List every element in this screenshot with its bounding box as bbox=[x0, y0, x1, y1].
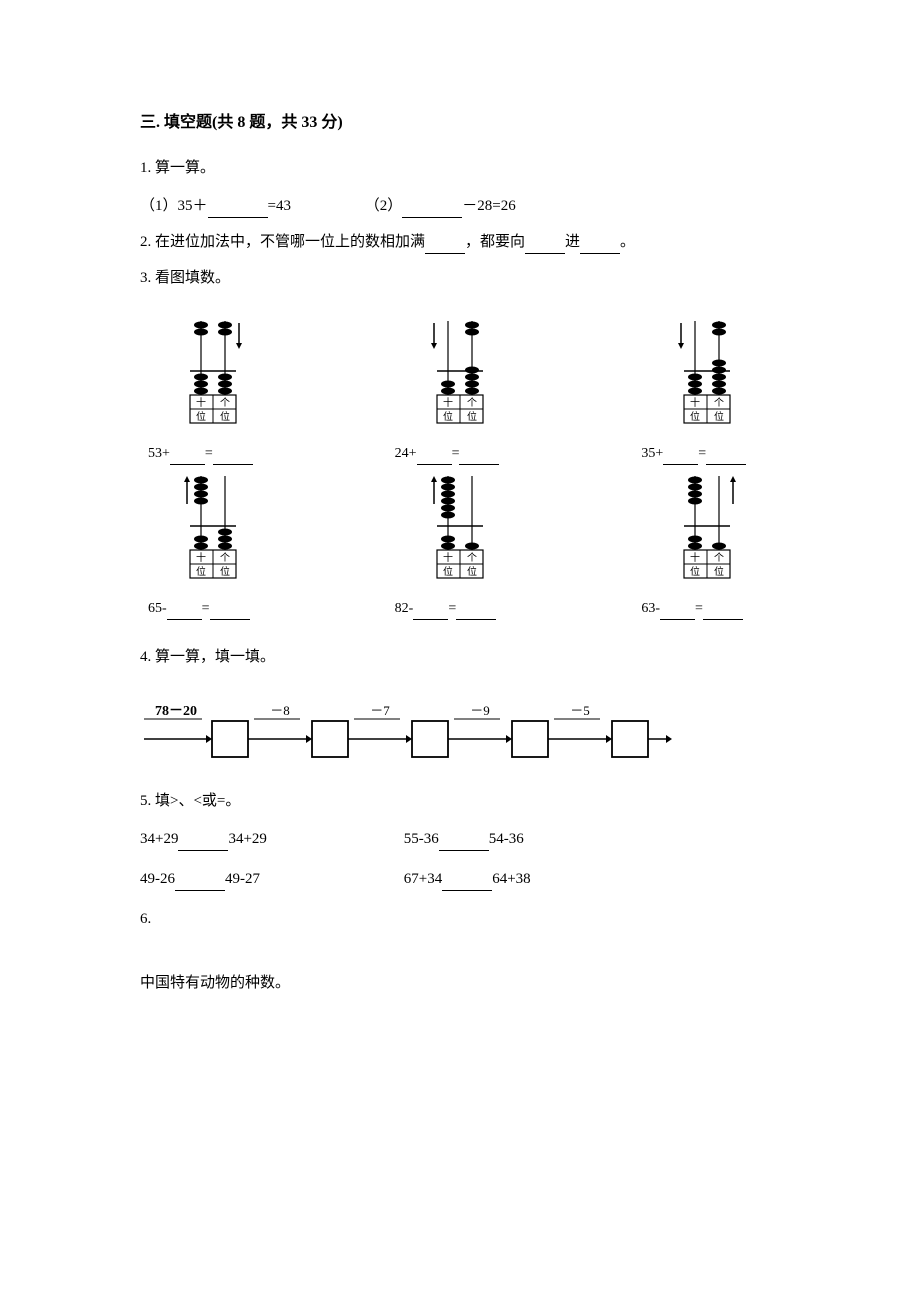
q5-r2b-right: 64+38 bbox=[492, 871, 530, 887]
blank bbox=[175, 876, 225, 891]
svg-text:－8: －8 bbox=[270, 703, 290, 718]
section-title: 三. 填空题(共 8 题，共 33 分) bbox=[140, 110, 780, 136]
svg-text:－9: －9 bbox=[470, 703, 490, 718]
abacus-item: 十个位位35+= bbox=[633, 315, 780, 465]
abacus-expr: 63-= bbox=[633, 598, 780, 620]
svg-text:个: 个 bbox=[714, 552, 724, 564]
blank bbox=[442, 876, 492, 891]
q1-sub1-prefix: （1）35＋ bbox=[140, 198, 208, 214]
q6-text: 中国特有动物的种数。 bbox=[140, 971, 780, 995]
q1-label: 1. 算一算。 bbox=[140, 160, 215, 176]
q5-r1a-right: 34+29 bbox=[228, 831, 266, 847]
abacus-item: 十个位位82-= bbox=[387, 470, 534, 620]
abacus-item: 十个位位53+= bbox=[140, 315, 287, 465]
svg-text:十: 十 bbox=[443, 396, 453, 409]
q1: 1. 算一算。 （1）35＋ =43 （2） －28=26 bbox=[140, 156, 780, 218]
abacus-item: 十个位位65-= bbox=[140, 470, 287, 620]
q6-label: 6. bbox=[140, 911, 151, 927]
svg-text:个: 个 bbox=[467, 397, 477, 409]
blank bbox=[425, 239, 465, 254]
abacus-item: 十个位位24+= bbox=[387, 315, 534, 465]
svg-text:个: 个 bbox=[467, 552, 477, 564]
q5-r2b-left: 67+34 bbox=[404, 871, 442, 887]
svg-text:个: 个 bbox=[220, 397, 230, 409]
abacus-expr: 24+= bbox=[387, 443, 534, 465]
q5-row2: 49-26 49-27 67+34 64+38 bbox=[140, 867, 780, 891]
svg-text:十: 十 bbox=[196, 551, 206, 564]
q5-r1b-left: 55-36 bbox=[404, 831, 439, 847]
q2-prefix: 2. 在进位加法中，不管哪一位上的数相加满 bbox=[140, 234, 425, 250]
abacus-expr: 82-= bbox=[387, 598, 534, 620]
blank bbox=[402, 203, 462, 218]
svg-text:位: 位 bbox=[196, 565, 206, 578]
svg-text:个: 个 bbox=[220, 552, 230, 564]
q4: 4. 算一算，填一填。 bbox=[140, 645, 780, 669]
q5-r2a-right: 49-27 bbox=[225, 871, 260, 887]
svg-text:－7: －7 bbox=[370, 703, 390, 718]
q5-r1a-left: 34+29 bbox=[140, 831, 178, 847]
q5-r2a-left: 49-26 bbox=[140, 871, 175, 887]
q1-sub1-suffix: =43 bbox=[268, 198, 291, 214]
q5-row1: 34+29 34+29 55-36 54-36 bbox=[140, 827, 780, 851]
q2-suffix: 。 bbox=[620, 234, 635, 250]
svg-text:十: 十 bbox=[443, 551, 453, 564]
abacus-item: 十个位位63-= bbox=[633, 470, 780, 620]
q1-sub2: （2） －28=26 bbox=[365, 194, 516, 218]
q3: 3. 看图填数。 bbox=[140, 266, 780, 290]
svg-text:十: 十 bbox=[690, 396, 700, 409]
abacus-row: 十个位位65-=十个位位82-=十个位位63-= bbox=[140, 470, 780, 620]
q2-mid2: 进 bbox=[565, 234, 580, 250]
svg-text:十: 十 bbox=[690, 551, 700, 564]
q5-label: 5. 填>、<或=。 bbox=[140, 793, 240, 809]
svg-text:位: 位 bbox=[196, 410, 206, 423]
svg-text:－5: －5 bbox=[570, 703, 590, 718]
q3-label: 3. 看图填数。 bbox=[140, 270, 230, 286]
abacus-row: 十个位位53+=十个位位24+=十个位位35+= bbox=[140, 315, 780, 465]
abacus-expr: 65-= bbox=[140, 598, 287, 620]
svg-text:位: 位 bbox=[467, 410, 477, 423]
svg-text:78－20: 78－20 bbox=[155, 704, 197, 719]
svg-text:位: 位 bbox=[220, 410, 230, 423]
blank bbox=[525, 239, 565, 254]
q2-mid1: ，都要向 bbox=[465, 234, 525, 250]
svg-text:位: 位 bbox=[443, 410, 453, 423]
q1-sub2-suffix: －28=26 bbox=[462, 198, 515, 214]
svg-text:位: 位 bbox=[690, 565, 700, 578]
q4-label: 4. 算一算，填一填。 bbox=[140, 649, 275, 665]
abacus-grid: 十个位位53+=十个位位24+=十个位位35+=十个位位65-=十个位位82-=… bbox=[140, 315, 780, 621]
blank bbox=[439, 836, 489, 851]
svg-text:位: 位 bbox=[220, 565, 230, 578]
q5: 5. 填>、<或=。 bbox=[140, 789, 780, 813]
abacus-expr: 53+= bbox=[140, 443, 287, 465]
q5-r1b-right: 54-36 bbox=[489, 831, 524, 847]
q1-sub1: （1）35＋ =43 bbox=[140, 194, 291, 218]
q1-sub2-prefix: （2） bbox=[365, 198, 403, 214]
q6: 6. bbox=[140, 907, 780, 931]
blank bbox=[580, 239, 620, 254]
abacus-expr: 35+= bbox=[633, 443, 780, 465]
svg-text:十: 十 bbox=[196, 396, 206, 409]
chain-diagram: 78－20 －8 －7 －9 －5 bbox=[140, 699, 780, 759]
blank bbox=[178, 836, 228, 851]
svg-text:位: 位 bbox=[714, 410, 724, 423]
q2: 2. 在进位加法中，不管哪一位上的数相加满 ，都要向 进 。 bbox=[140, 230, 780, 254]
svg-text:位: 位 bbox=[690, 410, 700, 423]
svg-text:位: 位 bbox=[714, 565, 724, 578]
blank bbox=[208, 203, 268, 218]
svg-text:位: 位 bbox=[443, 565, 453, 578]
svg-text:位: 位 bbox=[467, 565, 477, 578]
svg-text:个: 个 bbox=[714, 397, 724, 409]
